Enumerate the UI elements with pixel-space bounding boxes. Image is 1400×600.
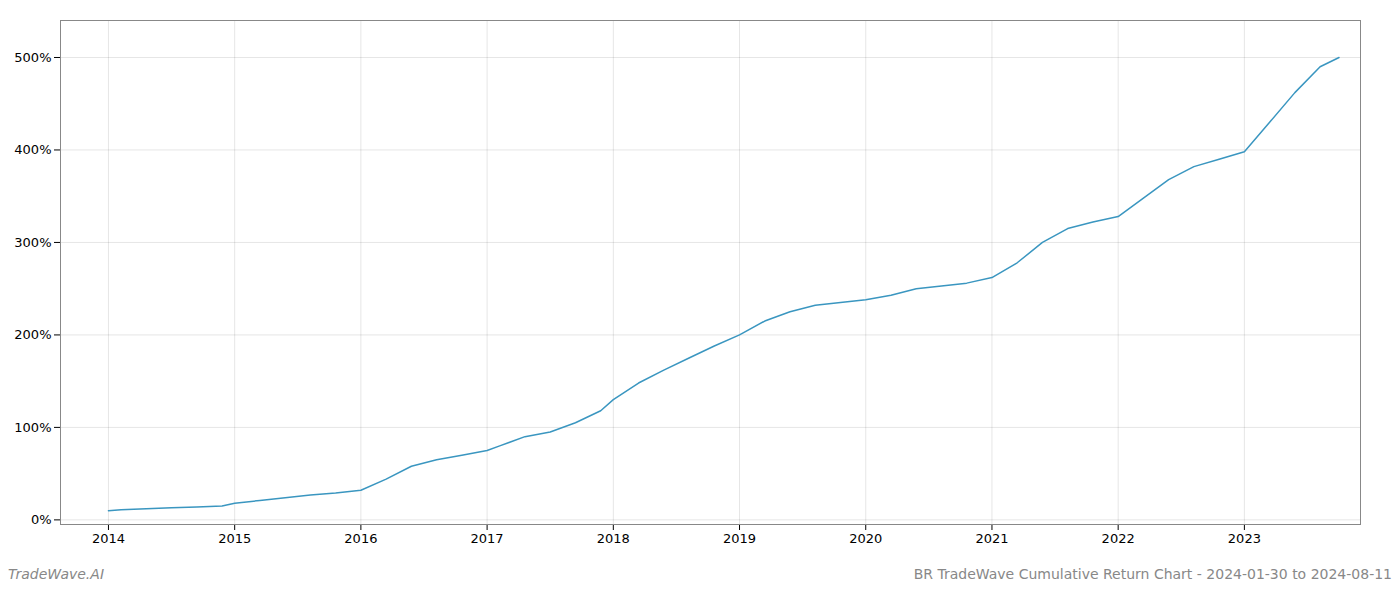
svg-text:0%: 0%	[31, 512, 52, 527]
svg-text:2017: 2017	[471, 531, 504, 546]
svg-text:2023: 2023	[1228, 531, 1261, 546]
svg-text:400%: 400%	[14, 142, 51, 157]
html-text:BR TradeWave Cumulative Return: BR TradeWave Cumulative Return Chart - 2…	[913, 566, 1392, 582]
svg-text:2015: 2015	[218, 531, 251, 546]
html-text:TradeWave.AI: TradeWave.AI	[8, 566, 104, 582]
svg-text:2018: 2018	[597, 531, 630, 546]
svg-text:300%: 300%	[14, 235, 51, 250]
svg-text:2022: 2022	[1102, 531, 1135, 546]
svg-text:200%: 200%	[14, 327, 51, 342]
svg-text:2016: 2016	[344, 531, 377, 546]
svg-text:500%: 500%	[14, 50, 51, 65]
svg-text:2019: 2019	[723, 531, 756, 546]
svg-text:2020: 2020	[849, 531, 882, 546]
svg-text:100%: 100%	[14, 420, 51, 435]
svg-text:2021: 2021	[975, 531, 1008, 546]
svg-text:2014: 2014	[92, 531, 125, 546]
